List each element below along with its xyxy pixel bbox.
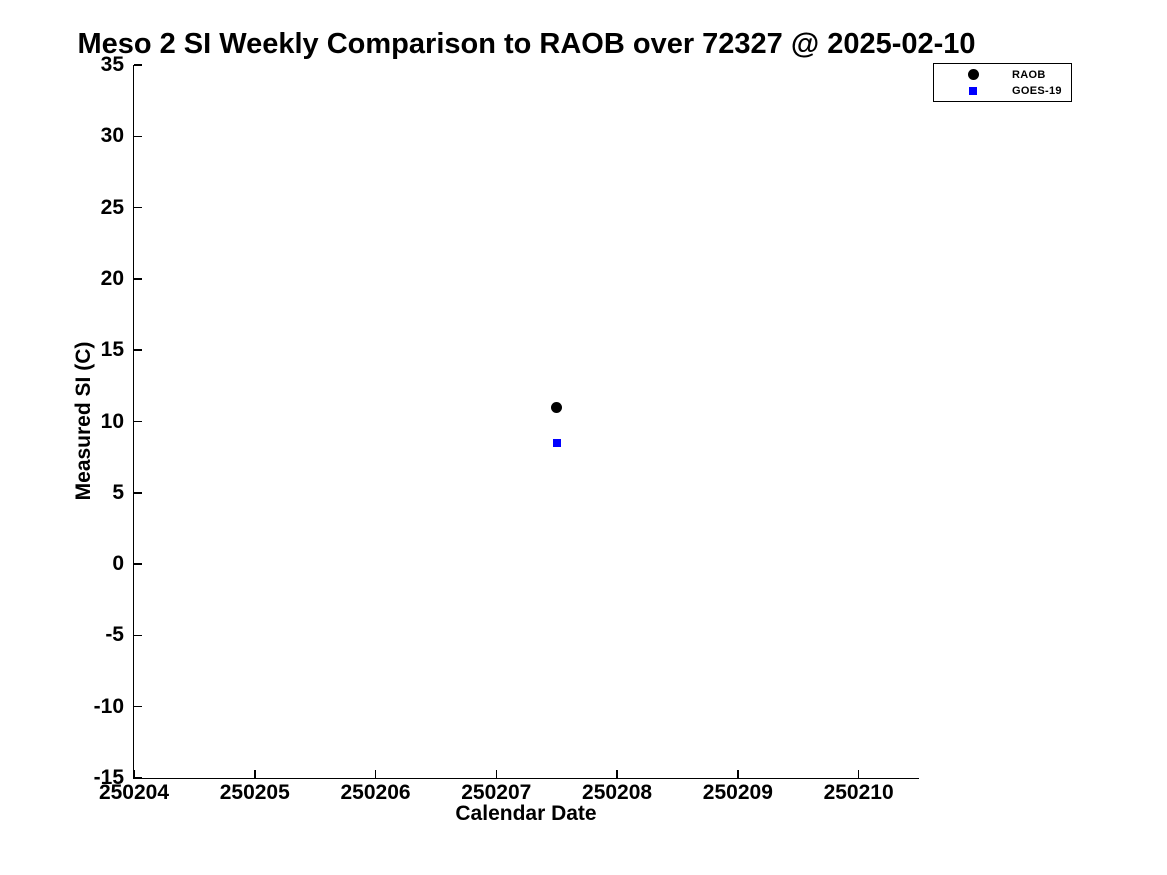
- y-tick-mark: [134, 492, 142, 494]
- y-tick-mark: [134, 206, 142, 209]
- y-tick-label: 35: [100, 53, 124, 76]
- x-tick-mark: [495, 770, 498, 778]
- legend-item-goes-19: GOES-19: [934, 84, 1071, 98]
- x-tick-label: 250208: [582, 781, 653, 804]
- data-point-goes-19: [552, 438, 561, 447]
- goes-19-square-marker-icon: [969, 86, 977, 95]
- legend-label-goes-19: GOES-19: [1012, 84, 1062, 97]
- y-tick-label: 25: [100, 195, 124, 219]
- x-tick-label: 250205: [219, 781, 290, 804]
- x-tick-mark: [374, 770, 377, 778]
- data-point-raob: [551, 401, 563, 413]
- y-tick-label: 5: [112, 480, 124, 504]
- legend-label-raob: RAOB: [1012, 68, 1046, 81]
- y-tick-label: 15: [100, 338, 124, 362]
- y-tick-label: 10: [100, 409, 124, 433]
- x-tick-mark: [737, 770, 739, 778]
- x-axis-label: Calendar Date: [455, 802, 597, 825]
- x-tick-label: 250210: [823, 781, 894, 804]
- y-tick-mark: [134, 64, 142, 66]
- legend: RAOB GOES-19: [933, 63, 1072, 102]
- y-tick-mark: [134, 777, 142, 779]
- plot-area: 250204 250205 250206 250207 250208 250209 2502…: [94, 53, 919, 804]
- y-tick-label: -15: [93, 766, 124, 789]
- y-tick-mark: [134, 420, 142, 423]
- x-tick-mark: [133, 770, 135, 778]
- x-tick-label: 250209: [702, 781, 773, 804]
- legend-marker-cell: [934, 69, 1012, 80]
- x-tick-label: 250206: [340, 781, 411, 804]
- y-tick-label: 0: [112, 552, 124, 576]
- y-tick-label: -10: [93, 694, 124, 718]
- y-tick-label: -5: [105, 623, 124, 647]
- x-tick-label: 250204: [98, 781, 170, 804]
- y-tick-mark: [134, 349, 142, 351]
- y-tick-mark: [134, 563, 142, 565]
- x-tick-mark: [616, 770, 618, 778]
- raob-circle-marker-icon: [967, 69, 979, 80]
- x-tick-mark: [253, 770, 256, 778]
- chart-title: Meso 2 SI Weekly Comparison to RAOB over…: [77, 28, 976, 60]
- y-tick-mark: [134, 278, 142, 280]
- y-tick-label: 30: [100, 124, 124, 148]
- y-tick-label: 20: [100, 266, 124, 290]
- x-tick-mark: [857, 770, 860, 778]
- x-tick-label: 250207: [461, 781, 532, 804]
- y-tick-mark: [134, 705, 142, 708]
- y-tick-mark: [134, 634, 142, 637]
- legend-item-raob: RAOB: [934, 68, 1071, 82]
- y-tick-mark: [134, 135, 142, 138]
- legend-marker-cell: [934, 86, 1012, 95]
